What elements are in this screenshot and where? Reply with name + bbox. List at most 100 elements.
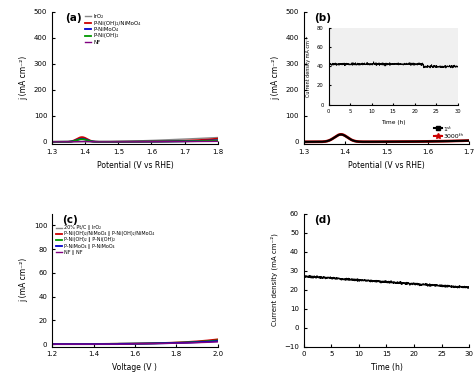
P-Ni(OH)₂ ∥ P-Ni(OH)₂	[215, 338, 220, 343]
Text: (c): (c)	[62, 215, 78, 225]
1ˢᵗ	[415, 139, 420, 144]
Legend: 20% Pt/C ∥ IrO₂, P-Ni(OH)₂/NiMoO₄ ∥ P-Ni(OH)₂/NiMoO₄, P-Ni(OH)₂ ∥ P-Ni(OH)₂, P-N: 20% Pt/C ∥ IrO₂, P-Ni(OH)₂/NiMoO₄ ∥ P-Ni…	[56, 225, 154, 254]
Y-axis label: j (mA cm⁻²): j (mA cm⁻²)	[19, 258, 28, 302]
P-Ni(OH)₂	[122, 139, 128, 144]
P-Ni(OH)₂/NiMoO₄ ∥ P-Ni(OH)₂/NiMoO₄	[116, 341, 122, 346]
P-Ni(OH)₂	[79, 137, 85, 142]
NF	[116, 139, 122, 144]
3000ᵗʰ	[368, 139, 374, 144]
P-Ni(OH)₂/NiMoO₄ ∥ P-Ni(OH)₂/NiMoO₄	[178, 340, 184, 345]
NF	[163, 139, 169, 144]
P-NiMoO₄	[66, 139, 72, 144]
IrO₂	[215, 135, 220, 140]
Legend: 1ˢᵗ, 3000ᵗʰ: 1ˢᵗ, 3000ᵗʰ	[432, 124, 466, 141]
1ˢᵗ	[338, 132, 344, 137]
3000ᵗʰ	[318, 139, 323, 144]
P-Ni(OH)₂	[182, 139, 187, 144]
P-Ni(OH)₂/NiMoO₄	[66, 139, 72, 144]
Text: (d): (d)	[314, 215, 331, 225]
P-NiMoO₄	[163, 139, 169, 144]
NF	[178, 139, 184, 144]
Line: 20% Pt/C ∥ IrO₂: 20% Pt/C ∥ IrO₂	[52, 341, 218, 344]
P-NiMoO₄ ∥ P-NiMoO₄	[122, 341, 128, 346]
P-Ni(OH)₂/NiMoO₄ ∥ P-Ni(OH)₂/NiMoO₄	[49, 342, 55, 346]
IrO₂	[116, 139, 122, 144]
P-Ni(OH)₂ ∥ P-Ni(OH)₂	[49, 342, 55, 346]
3000ᵗʰ	[430, 139, 436, 144]
Line: P-NiMoO₄ ∥ P-NiMoO₄: P-NiMoO₄ ∥ P-NiMoO₄	[52, 341, 218, 344]
Line: NF ∥ NF: NF ∥ NF	[52, 342, 218, 344]
P-Ni(OH)₂/NiMoO₄	[122, 139, 128, 144]
P-Ni(OH)₂/NiMoO₄	[117, 139, 122, 144]
3000ᵗʰ	[433, 139, 439, 144]
Line: P-Ni(OH)₂ ∥ P-Ni(OH)₂: P-Ni(OH)₂ ∥ P-Ni(OH)₂	[52, 340, 218, 344]
IrO₂	[49, 139, 55, 144]
P-Ni(OH)₂	[215, 138, 220, 143]
P-Ni(OH)₂ ∥ P-Ni(OH)₂	[122, 341, 128, 346]
20% Pt/C ∥ IrO₂	[163, 341, 169, 345]
P-Ni(OH)₂/NiMoO₄ ∥ P-Ni(OH)₂/NiMoO₄	[182, 340, 187, 345]
P-Ni(OH)₂ ∥ P-Ni(OH)₂	[182, 340, 187, 345]
NF ∥ NF	[182, 341, 187, 345]
P-Ni(OH)₂/NiMoO₄ ∥ P-Ni(OH)₂/NiMoO₄	[215, 337, 220, 341]
P-NiMoO₄ ∥ P-NiMoO₄	[182, 340, 187, 345]
Line: IrO₂: IrO₂	[52, 137, 218, 142]
20% Pt/C ∥ IrO₂	[178, 340, 184, 345]
P-Ni(OH)₂/NiMoO₄	[179, 139, 184, 143]
P-Ni(OH)₂	[179, 139, 184, 144]
P-Ni(OH)₂ ∥ P-Ni(OH)₂	[66, 342, 72, 346]
P-NiMoO₄ ∥ P-NiMoO₄	[215, 339, 220, 343]
P-NiMoO₄	[117, 139, 122, 144]
P-Ni(OH)₂/NiMoO₄	[79, 135, 85, 139]
NF ∥ NF	[178, 341, 184, 345]
NF ∥ NF	[122, 342, 128, 346]
20% Pt/C ∥ IrO₂	[122, 341, 128, 346]
20% Pt/C ∥ IrO₂	[49, 342, 55, 346]
Text: (a): (a)	[65, 13, 82, 23]
P-NiMoO₄	[79, 136, 85, 141]
IrO₂	[182, 137, 187, 141]
NF ∥ NF	[163, 341, 169, 346]
Line: NF: NF	[52, 141, 218, 142]
Line: P-Ni(OH)₂/NiMoO₄ ∥ P-Ni(OH)₂/NiMoO₄: P-Ni(OH)₂/NiMoO₄ ∥ P-Ni(OH)₂/NiMoO₄	[52, 339, 218, 344]
1ˢᵗ	[301, 139, 307, 144]
P-NiMoO₄ ∥ P-NiMoO₄	[163, 341, 169, 346]
P-Ni(OH)₂/NiMoO₄ ∥ P-Ni(OH)₂/NiMoO₄	[122, 341, 128, 346]
3000ᵗʰ	[415, 139, 420, 144]
P-NiMoO₄ ∥ P-NiMoO₄	[178, 341, 184, 345]
X-axis label: Time (h): Time (h)	[371, 363, 402, 372]
IrO₂	[122, 139, 128, 144]
X-axis label: Potential (V vs RHE): Potential (V vs RHE)	[97, 161, 173, 170]
P-NiMoO₄	[179, 139, 184, 144]
20% Pt/C ∥ IrO₂	[182, 340, 187, 345]
NF ∥ NF	[66, 342, 72, 346]
NF	[49, 139, 55, 144]
Line: 1ˢᵗ: 1ˢᵗ	[304, 134, 469, 142]
1ˢᵗ	[368, 139, 374, 144]
P-Ni(OH)₂/NiMoO₄	[182, 139, 187, 143]
3000ᵗʰ	[338, 132, 344, 137]
P-NiMoO₄	[122, 139, 128, 144]
P-NiMoO₄ ∥ P-NiMoO₄	[49, 342, 55, 346]
P-NiMoO₄	[215, 138, 220, 142]
P-Ni(OH)₂ ∥ P-Ni(OH)₂	[178, 340, 184, 345]
Line: P-Ni(OH)₂/NiMoO₄: P-Ni(OH)₂/NiMoO₄	[52, 137, 218, 142]
1ˢᵗ	[466, 138, 472, 143]
P-Ni(OH)₂/NiMoO₄	[215, 136, 220, 141]
P-NiMoO₄	[182, 139, 187, 144]
1ˢᵗ	[374, 139, 380, 144]
Legend: IrO₂, P-Ni(OH)₂/NiMoO₄, P-NiMoO₄, P-Ni(OH)₂, NF: IrO₂, P-Ni(OH)₂/NiMoO₄, P-NiMoO₄, P-Ni(O…	[85, 14, 140, 45]
NF ∥ NF	[49, 342, 55, 346]
NF ∥ NF	[116, 342, 122, 346]
20% Pt/C ∥ IrO₂	[116, 341, 122, 346]
3000ᵗʰ	[466, 138, 472, 143]
Line: P-NiMoO₄: P-NiMoO₄	[52, 139, 218, 142]
P-Ni(OH)₂	[49, 139, 55, 144]
Line: 3000ᵗʰ: 3000ᵗʰ	[304, 134, 469, 142]
P-Ni(OH)₂/NiMoO₄	[163, 139, 169, 144]
1ˢᵗ	[318, 139, 323, 144]
P-NiMoO₄ ∥ P-NiMoO₄	[116, 341, 122, 346]
Y-axis label: Current density (mA cm⁻²): Current density (mA cm⁻²)	[271, 234, 278, 326]
3000ᵗʰ	[374, 139, 380, 144]
P-Ni(OH)₂	[66, 139, 72, 144]
